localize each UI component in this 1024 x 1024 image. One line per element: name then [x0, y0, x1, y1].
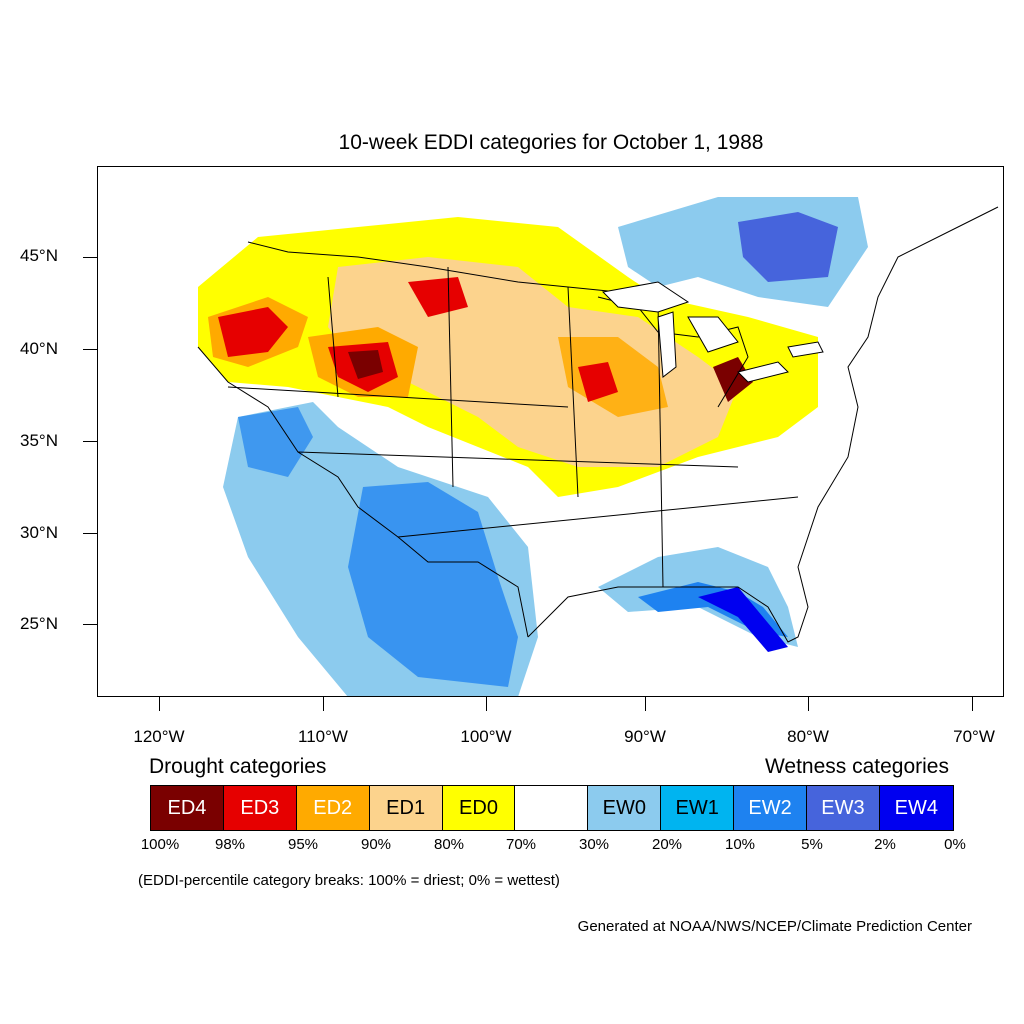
credit-text: Generated at NOAA/NWS/NCEP/Climate Predi…	[577, 918, 972, 935]
latitude-label: 40°N	[20, 339, 58, 358]
legend-box-ed1: ED1	[369, 786, 443, 830]
legend-box-ed0: ED0	[442, 786, 516, 830]
iowa-ed3-region	[578, 362, 618, 402]
category-breaks-note: (EDDI-percentile category breaks: 100% =…	[138, 872, 560, 889]
legend-box-ed4: ED4	[151, 786, 224, 830]
longitude-tick	[323, 697, 324, 711]
percentile-break: 80%	[433, 836, 465, 853]
percentile-break: 20%	[651, 836, 683, 853]
state-boundaries	[197, 206, 999, 643]
legend-box-ed3: ED3	[223, 786, 297, 830]
latitude-label: 45°N	[20, 246, 58, 265]
longitude-label: 70°W	[953, 727, 995, 746]
latitude-label: 25°N	[20, 614, 58, 633]
latitude-tick	[83, 441, 97, 442]
legend-box-neutral	[515, 786, 589, 830]
legend-box-ew3: EW3	[807, 786, 880, 830]
florida-ew4-region	[698, 587, 788, 652]
wetness-categories-heading: Wetness categories	[764, 755, 949, 778]
map-panel	[97, 166, 1004, 697]
latitude-tick	[83, 624, 97, 625]
latitude-label: 35°N	[20, 431, 58, 450]
latitude-label: 30°N	[20, 523, 58, 542]
percentile-break: 0%	[944, 836, 966, 853]
percentile-break: 100%	[140, 836, 180, 853]
dakota-ed3-region	[408, 277, 468, 317]
legend-box-ew2: EW2	[734, 786, 808, 830]
percentile-break: 5%	[801, 836, 823, 853]
drought-categories-heading: Drought categories	[149, 755, 327, 778]
map-title: 10-week EDDI categories for October 1, 1…	[338, 131, 764, 154]
legend-box-ew1: EW1	[661, 786, 735, 830]
longitude-label: 120°W	[133, 727, 185, 746]
wyoming-ed4-region	[348, 350, 383, 379]
longitude-label: 100°W	[460, 727, 512, 746]
eddi-map	[197, 197, 999, 696]
longitude-label: 90°W	[624, 727, 666, 746]
longitude-tick	[972, 697, 973, 711]
longitude-tick	[486, 697, 487, 711]
category-legend: ED4 ED3 ED2 ED1 ED0 EW0 EW1 EW2 EW3 EW4	[150, 785, 954, 831]
latitude-tick	[83, 349, 97, 350]
michigan-ed4-region	[713, 357, 753, 402]
latitude-tick	[83, 257, 97, 258]
legend-box-ew4: EW4	[879, 786, 953, 830]
longitude-tick	[645, 697, 646, 711]
percentile-break: 10%	[724, 836, 756, 853]
percentile-break: 95%	[287, 836, 319, 853]
longitude-tick	[159, 697, 160, 711]
latitude-tick	[83, 533, 97, 534]
percentile-break: 90%	[360, 836, 392, 853]
percentile-break: 98%	[214, 836, 246, 853]
southwest-ew1-region	[348, 482, 518, 687]
ontario-ew3-region	[738, 212, 838, 282]
nevada-ew1-region	[238, 407, 313, 477]
oregon-ed3-region	[218, 307, 288, 357]
longitude-label: 80°W	[787, 727, 829, 746]
longitude-tick	[808, 697, 809, 711]
percentile-break: 70%	[505, 836, 537, 853]
drought-regions	[198, 217, 818, 497]
legend-box-ew0: EW0	[588, 786, 662, 830]
wetness-regions	[223, 197, 868, 696]
longitude-label: 110°W	[298, 727, 348, 746]
great-lakes	[601, 281, 824, 383]
percentile-break: 30%	[578, 836, 610, 853]
percentile-break: 2%	[874, 836, 896, 853]
legend-box-ed2: ED2	[296, 786, 370, 830]
